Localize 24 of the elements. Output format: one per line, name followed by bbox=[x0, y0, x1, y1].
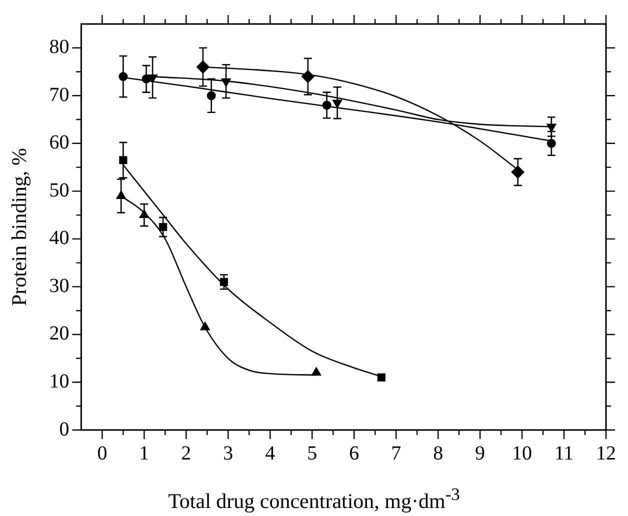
x-tick-label: 6 bbox=[349, 442, 360, 464]
x-tick-label: 10 bbox=[512, 442, 532, 464]
x-tick-label: 5 bbox=[307, 442, 318, 464]
x-tick-label: 11 bbox=[554, 442, 574, 464]
y-tick-label: 40 bbox=[49, 227, 70, 250]
y-tick-label: 60 bbox=[49, 132, 70, 154]
x-tick-label: 9 bbox=[475, 442, 486, 464]
x-tick-label: 1 bbox=[139, 442, 150, 464]
x-tick-label: 12 bbox=[596, 442, 616, 464]
x-tick-label: 4 bbox=[265, 442, 276, 464]
y-tick-label: 30 bbox=[49, 274, 70, 297]
x-tick-label: 3 bbox=[223, 442, 234, 464]
y-tick-label: 0 bbox=[59, 418, 70, 440]
x-tick-label: 0 bbox=[97, 442, 108, 464]
y-tick-label: 70 bbox=[49, 84, 70, 106]
x-tick-label: 7 bbox=[391, 442, 402, 464]
x-tick-label: 8 bbox=[433, 442, 444, 464]
y-tick-label: 10 bbox=[49, 370, 70, 392]
y-tick-label: 50 bbox=[49, 179, 70, 202]
y-tick-label: 80 bbox=[49, 36, 70, 58]
y-tick-label: 20 bbox=[49, 322, 70, 345]
y-axis-title: Protein binding, % bbox=[7, 148, 32, 306]
x-tick-label: 2 bbox=[181, 442, 192, 464]
x-axis-title: Total drug concentration, mg·dm$^{-3}$ bbox=[167, 484, 461, 514]
